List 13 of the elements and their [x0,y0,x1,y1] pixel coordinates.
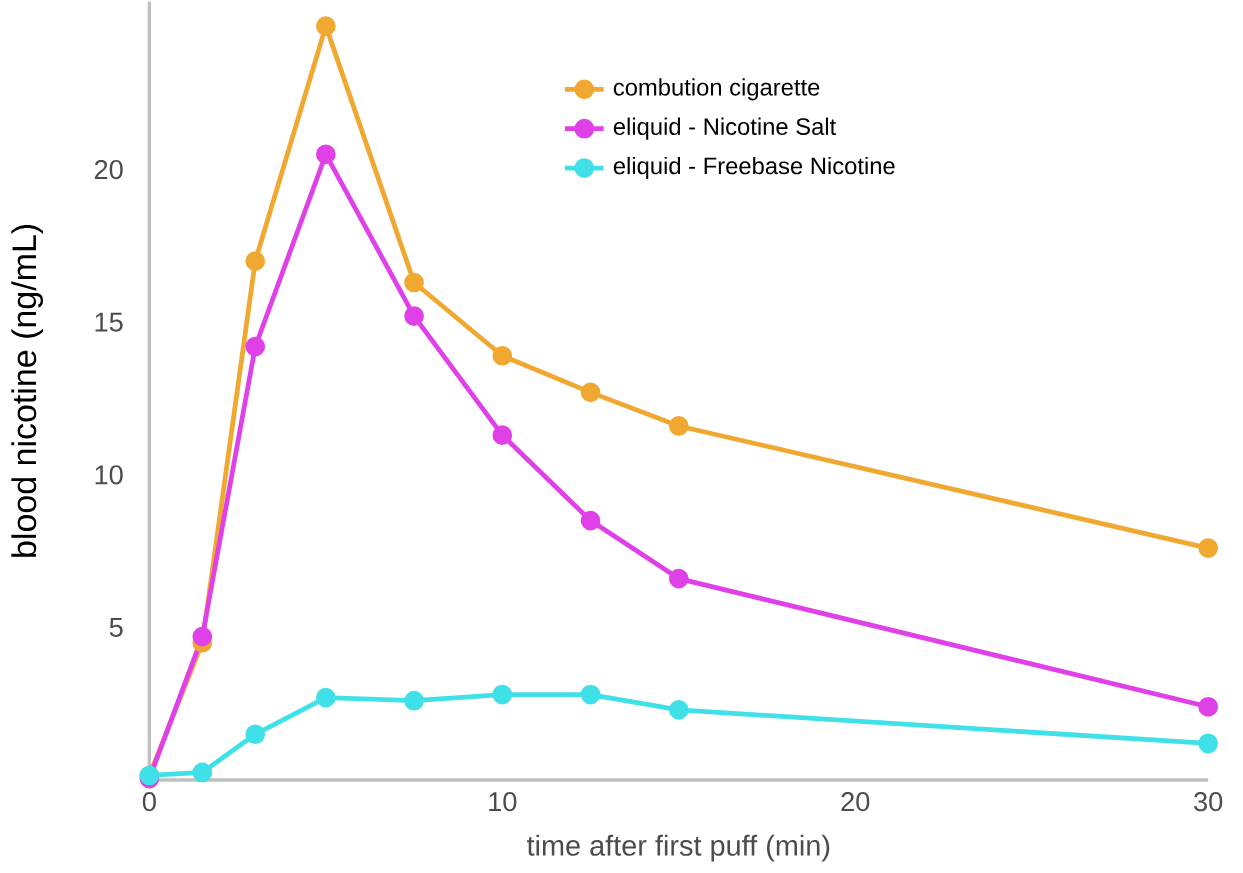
x-tick-label: 30 [1194,792,1223,812]
y-tick-label: 20 [94,160,123,180]
x-axis-title: time after first puff (min) [526,834,830,862]
x-tick-label: 0 [142,792,156,812]
legend-label: eliquid - Nicotine Salt [613,117,837,140]
x-tick-label: 20 [841,792,870,812]
y-tick-label: 10 [95,465,123,485]
legend-label: eliquid - Freebase Nicotine [613,156,895,180]
y-tick-label: 5 [109,618,123,637]
y-tick-label: 15 [95,312,123,332]
x-tick-label: 10 [489,792,517,812]
y-axis-title: blood nicotine (ng/mL) [11,224,43,557]
legend-label: combution cigarette [613,78,820,101]
